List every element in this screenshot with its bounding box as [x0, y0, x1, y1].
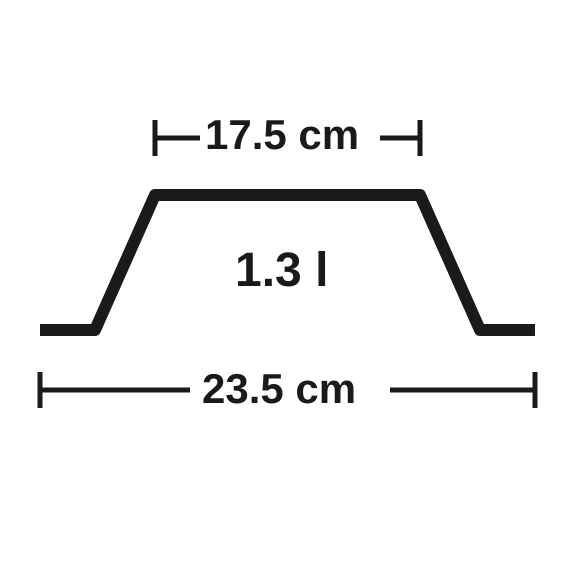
top-width-label: 17.5 cm [205, 111, 359, 159]
dimension-diagram: 17.5 cm 1.3 l 23.5 cm [0, 0, 570, 570]
volume-label: 1.3 l [235, 243, 328, 298]
bottom-width-label: 23.5 cm [202, 365, 356, 413]
